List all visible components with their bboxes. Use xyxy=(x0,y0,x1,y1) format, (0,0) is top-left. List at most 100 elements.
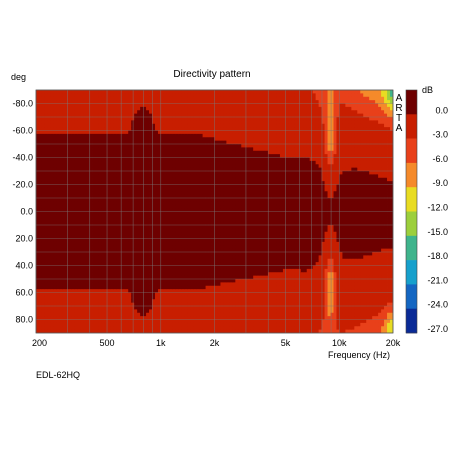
heat-cell xyxy=(62,272,67,277)
heat-cell xyxy=(190,329,195,333)
heat-cell xyxy=(134,241,138,246)
heat-cell xyxy=(178,319,183,324)
heat-cell xyxy=(235,221,239,226)
heat-cell xyxy=(175,96,180,101)
heat-cell xyxy=(205,96,209,101)
heat-cell xyxy=(38,235,43,239)
heat-cell xyxy=(38,316,43,320)
heat-cell xyxy=(220,106,224,111)
heat-cell xyxy=(36,117,40,121)
heat-cell xyxy=(38,106,43,111)
heat-cell xyxy=(95,187,99,192)
heat-cell xyxy=(166,137,171,142)
heat-cell xyxy=(53,157,58,162)
heat-cell xyxy=(214,144,218,148)
heat-cell xyxy=(163,113,168,118)
heat-cell xyxy=(149,322,153,327)
heat-cell xyxy=(47,181,52,185)
heat-cell xyxy=(175,120,180,125)
heat-cell xyxy=(146,194,150,199)
heat-cell xyxy=(128,299,132,304)
heat-cell xyxy=(163,177,168,182)
heat-cell xyxy=(220,231,224,236)
heat-cell xyxy=(83,235,87,239)
heat-cell xyxy=(116,319,120,324)
heat-cell xyxy=(74,93,79,98)
heat-cell xyxy=(125,285,129,290)
heat-cell xyxy=(229,326,233,331)
heat-cell xyxy=(181,174,186,179)
heat-cell xyxy=(137,292,141,297)
heat-cell xyxy=(41,164,46,169)
heat-cell xyxy=(104,275,108,280)
heat-cell xyxy=(223,144,227,148)
heat-cell xyxy=(157,221,162,226)
heat-cell xyxy=(47,265,52,270)
heat-cell xyxy=(238,137,242,142)
heat-cell xyxy=(53,93,58,98)
heat-cell xyxy=(86,235,90,239)
heat-cell xyxy=(220,329,224,333)
heat-cell xyxy=(184,113,189,118)
heat-cell xyxy=(116,147,120,152)
heat-cell xyxy=(95,262,99,266)
heat-cell xyxy=(217,231,221,236)
heat-cell xyxy=(205,265,209,270)
heat-cell xyxy=(143,272,147,277)
heat-cell xyxy=(199,157,204,162)
heat-cell xyxy=(184,282,189,287)
heat-cell xyxy=(44,117,49,121)
heat-cell xyxy=(56,262,61,266)
heat-cell xyxy=(50,228,55,233)
heat-cell xyxy=(166,241,171,246)
heat-cell xyxy=(146,137,150,142)
heat-cell xyxy=(107,252,111,256)
heat-cell xyxy=(160,329,165,333)
heat-cell xyxy=(95,150,99,155)
heat-cell xyxy=(56,326,61,331)
heat-cell xyxy=(95,174,99,179)
heat-cell xyxy=(196,127,201,131)
heat-cell xyxy=(44,160,49,165)
heat-cell xyxy=(160,309,165,314)
heat-cell xyxy=(104,255,108,260)
heat-cell xyxy=(47,110,52,115)
heat-cell xyxy=(205,312,209,317)
heat-cell xyxy=(107,221,111,226)
heat-cell xyxy=(190,265,195,270)
heat-cell xyxy=(122,218,126,223)
heat-cell xyxy=(175,282,180,287)
heat-cell xyxy=(36,309,40,314)
heat-cell xyxy=(47,252,52,256)
heat-cell xyxy=(113,302,117,307)
heat-cell xyxy=(137,221,141,226)
heat-cell xyxy=(172,144,177,148)
heat-cell xyxy=(190,319,195,324)
heat-cell xyxy=(59,211,64,216)
heat-cell xyxy=(226,221,230,226)
heat-cell xyxy=(178,228,183,233)
heat-cell xyxy=(80,241,85,246)
heat-cell xyxy=(160,123,165,128)
heat-cell xyxy=(211,110,215,115)
heat-cell xyxy=(196,191,201,196)
heat-cell xyxy=(86,191,90,196)
heat-cell xyxy=(146,231,150,236)
heat-cell xyxy=(190,147,195,152)
heat-cell xyxy=(41,181,46,185)
heat-cell xyxy=(89,117,93,121)
heat-cell xyxy=(184,258,189,263)
heat-cell xyxy=(44,312,49,317)
heat-cell xyxy=(44,184,49,189)
heat-cell xyxy=(238,228,242,233)
heat-cell xyxy=(208,198,212,202)
heat-cell xyxy=(62,295,67,300)
heat-cell xyxy=(74,208,79,212)
heat-cell xyxy=(59,265,64,270)
heat-cell xyxy=(211,268,215,273)
heat-cell xyxy=(107,187,111,192)
heat-cell xyxy=(44,272,49,277)
heat-cell xyxy=(53,127,58,131)
heat-cell xyxy=(202,123,206,128)
heat-cell xyxy=(152,218,156,223)
